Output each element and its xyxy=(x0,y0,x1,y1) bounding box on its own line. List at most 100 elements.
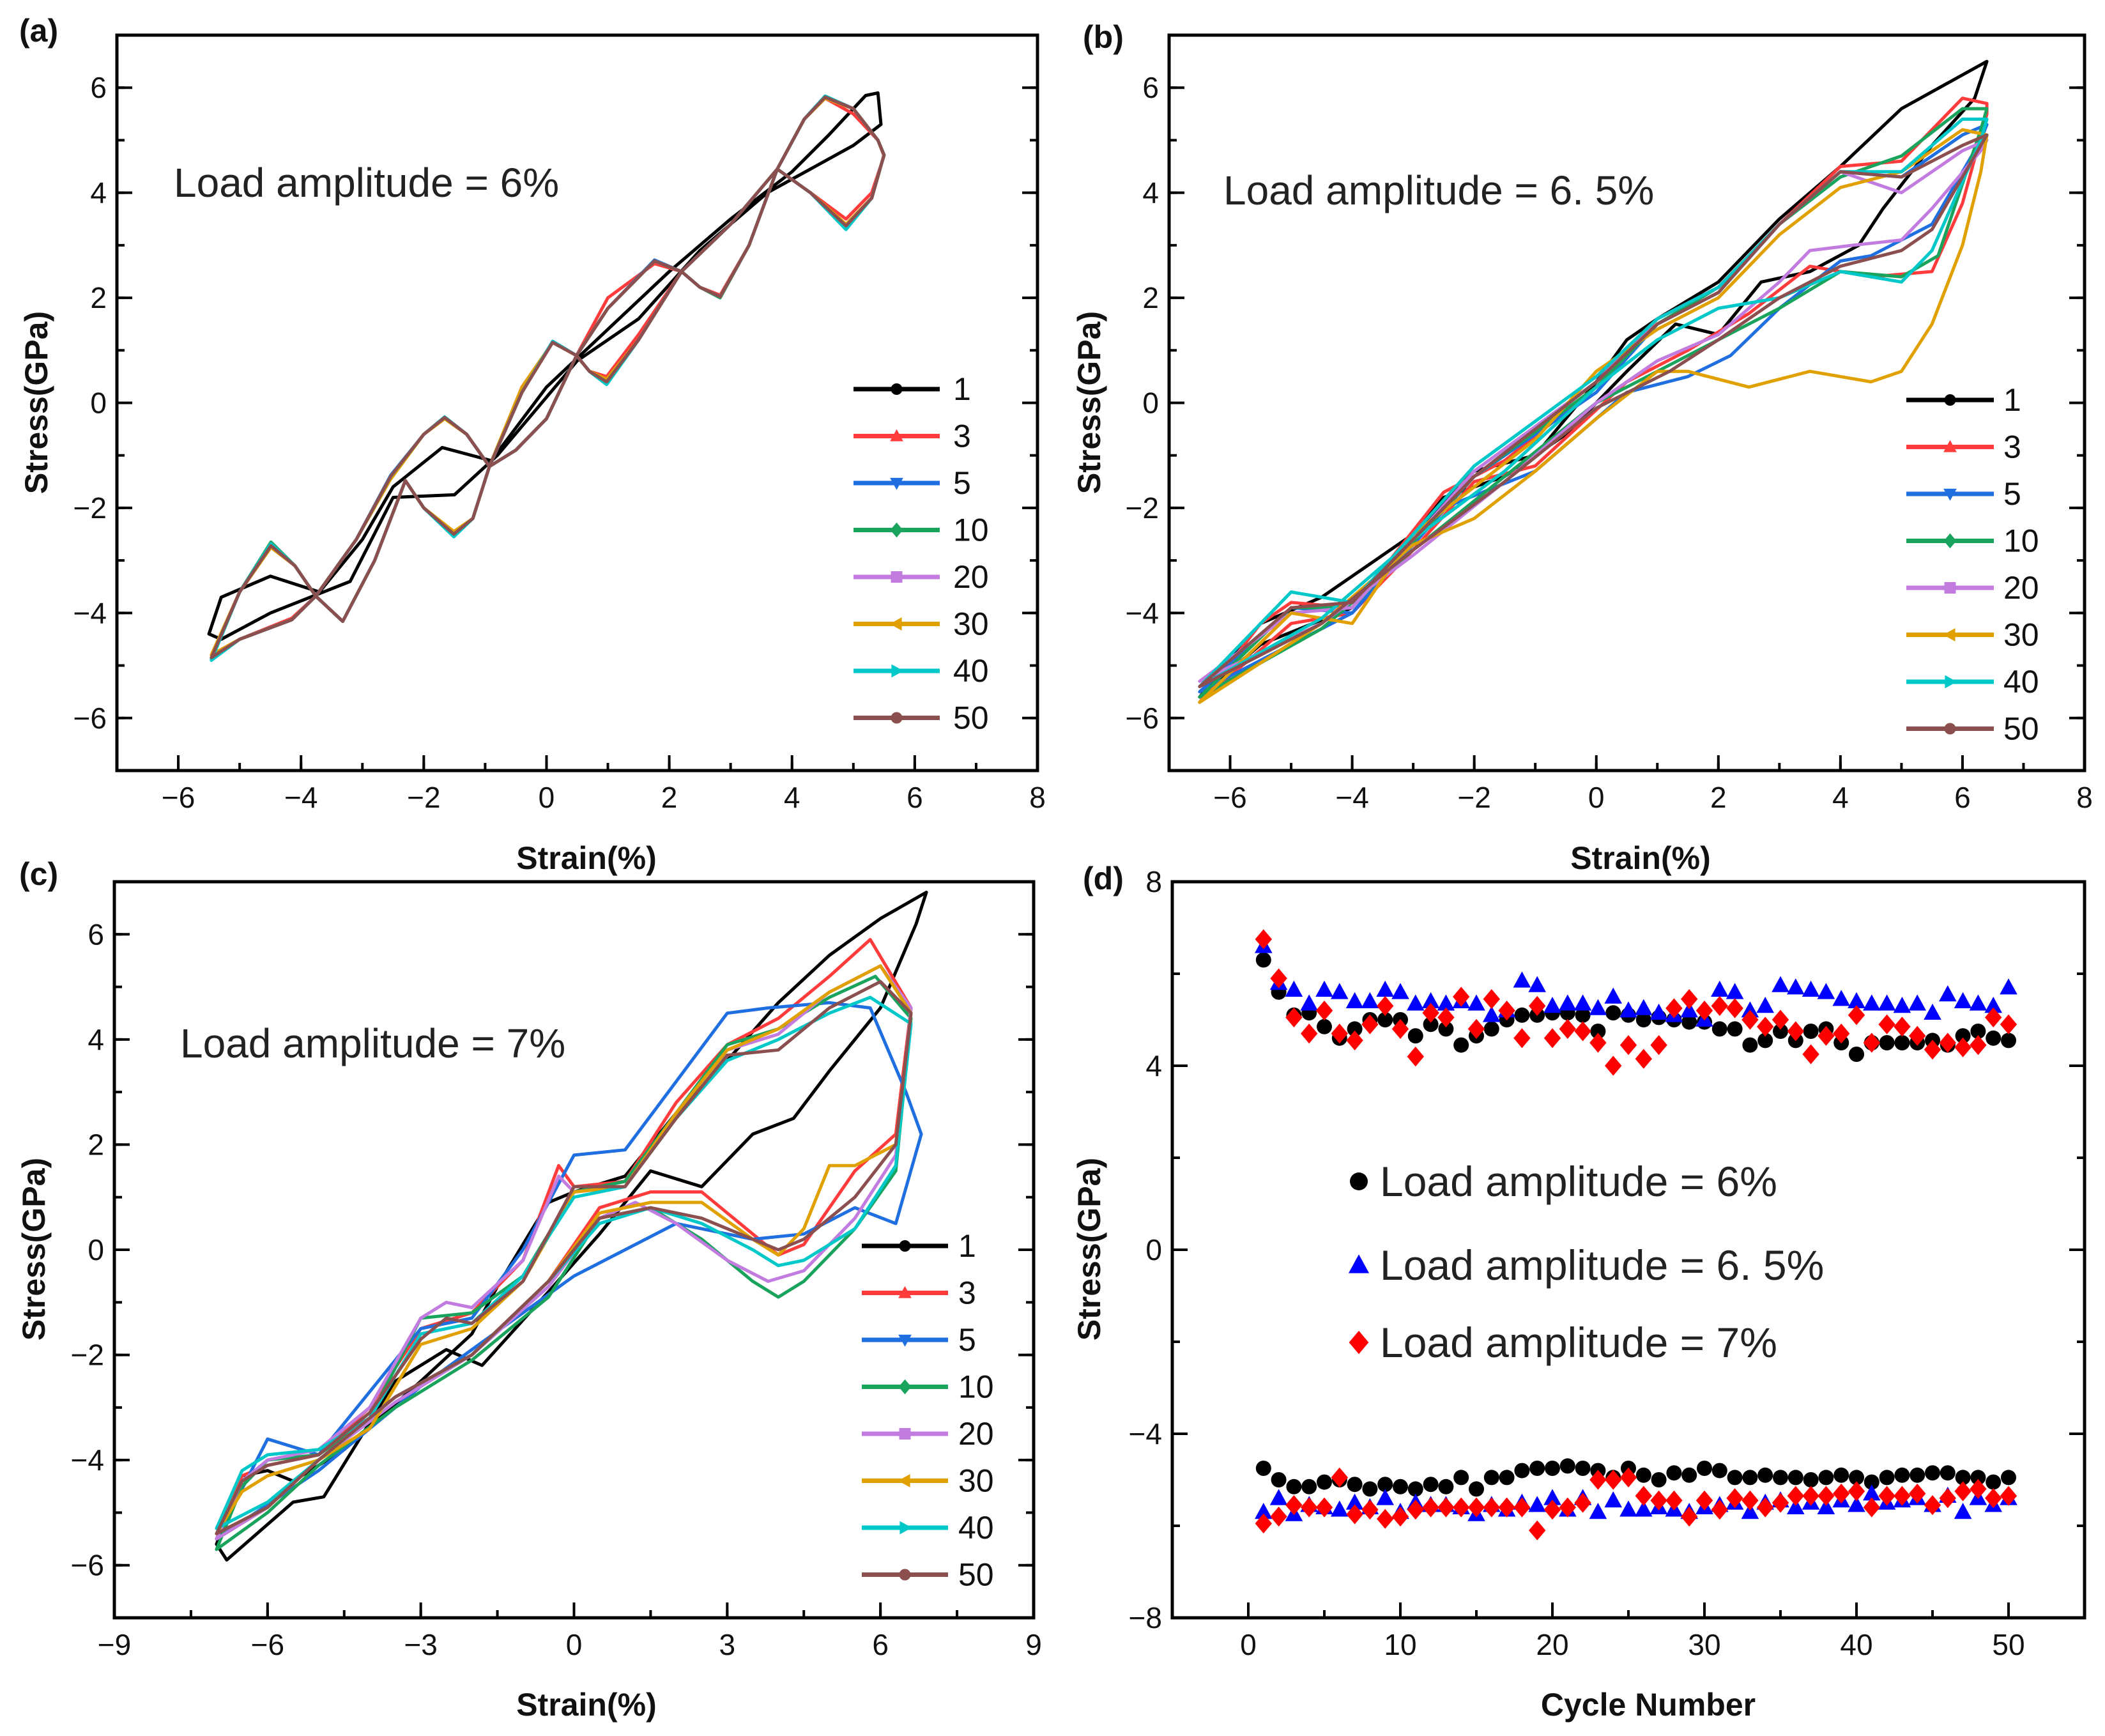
legend-marker-triangle-up-icon xyxy=(1348,1254,1370,1273)
plot-frame xyxy=(112,880,1036,1620)
data-point-max xyxy=(1727,1021,1743,1037)
data-point-max xyxy=(1255,929,1272,949)
data-point-min xyxy=(1741,1503,1759,1519)
data-point-max xyxy=(1848,1005,1865,1025)
data-point-max xyxy=(1619,1001,1637,1018)
data-point-min xyxy=(1469,1481,1484,1497)
data-point-max xyxy=(1939,1033,1956,1053)
data-point-min xyxy=(1650,1490,1667,1510)
data-point-min xyxy=(1818,1486,1835,1506)
data-point-min xyxy=(1848,1496,1865,1512)
y-tick-label: 4 xyxy=(1142,176,1159,210)
data-point-min xyxy=(1726,1488,1743,1509)
legend-marker-triangle-down-icon xyxy=(1943,488,1957,501)
data-point-min xyxy=(1423,1477,1439,1493)
data-point-max xyxy=(1513,1028,1531,1049)
legend-label-cycle-10: 10 xyxy=(953,512,989,548)
data-point-max xyxy=(1376,980,1394,997)
x-tick-label: −2 xyxy=(407,781,440,814)
data-point-min xyxy=(1285,1495,1303,1516)
panel-c-ylabel: Stress(GPa) xyxy=(16,1158,52,1340)
legend-label-cycle-50: 50 xyxy=(958,1557,994,1593)
plot-frame xyxy=(115,33,1039,772)
data-point-min xyxy=(1467,1497,1485,1517)
data-point-min xyxy=(1803,1472,1819,1487)
data-point-min xyxy=(1635,1467,1651,1483)
data-point-min xyxy=(1986,1474,2002,1490)
y-tick-label: 6 xyxy=(1142,71,1159,104)
data-point-max xyxy=(1301,1024,1318,1044)
data-point-min xyxy=(1848,1481,1865,1502)
data-point-max xyxy=(1757,1017,1774,1037)
y-tick-label: 8 xyxy=(1145,865,1162,898)
data-point-min xyxy=(1711,1500,1728,1520)
plot-area xyxy=(1255,929,2017,1540)
legend-label-cycle-20: 20 xyxy=(958,1416,994,1452)
x-tick-label: 30 xyxy=(1688,1628,1720,1661)
data-point-max xyxy=(1605,1056,1622,1076)
data-point-min xyxy=(1529,1461,1545,1476)
data-point-max xyxy=(1787,1021,1804,1041)
data-point-max xyxy=(1635,1012,1651,1027)
legend-label-cycle-30: 30 xyxy=(958,1463,994,1499)
legend-label-cycle-50: 50 xyxy=(2003,711,2039,747)
legend-marker-diamond-icon xyxy=(1349,1330,1369,1355)
data-point-min xyxy=(1681,1507,1698,1527)
data-point-min xyxy=(1255,1513,1272,1533)
y-tick-label: 0 xyxy=(90,387,107,420)
y-tick-label: 2 xyxy=(88,1128,104,1161)
data-point-min xyxy=(1529,1520,1546,1540)
data-point-max xyxy=(1772,976,1789,992)
data-point-min xyxy=(1513,1497,1531,1517)
y-tick-label: 6 xyxy=(90,71,107,104)
data-point-min xyxy=(1605,1470,1622,1490)
y-tick-label: 4 xyxy=(1145,1049,1162,1082)
data-point-max xyxy=(1833,1024,1850,1044)
legend-label-cycle-50: 50 xyxy=(953,700,989,736)
data-point-max xyxy=(1361,992,1379,1008)
data-point-max xyxy=(1331,1024,1348,1044)
data-point-max xyxy=(1604,987,1622,1004)
data-point-max xyxy=(1741,1001,1759,1018)
data-point-min xyxy=(1924,1495,1941,1516)
plot-area xyxy=(1198,59,1989,704)
y-tick-label: −6 xyxy=(73,702,107,735)
data-point-min xyxy=(1271,1472,1287,1487)
panel-a-annotation: Load amplitude = 6% xyxy=(174,160,559,206)
x-tick-label: 0 xyxy=(566,1628,583,1661)
panel-d-label: (d) xyxy=(1083,861,1124,896)
data-point-max xyxy=(1802,980,1820,997)
x-tick-label: 3 xyxy=(719,1628,736,1661)
panel-a: −6 −4 −2 0 2 4 6 8 −6 −4 −2 0 2 4 6 1 3 5 10 20 30 40 50 xyxy=(73,33,1046,814)
data-point-max xyxy=(1422,1002,1439,1023)
legend-label-cycle-1: 1 xyxy=(953,371,971,407)
data-point-max xyxy=(1756,997,1774,1013)
legend-marker-circle-icon xyxy=(891,712,903,724)
data-point-max xyxy=(1893,997,1911,1013)
legend-label: Load amplitude = 7% xyxy=(1380,1319,1777,1366)
data-point-min xyxy=(1269,1489,1288,1505)
data-point-max xyxy=(1421,992,1440,1008)
panel-b-annotation: Load amplitude = 6. 5% xyxy=(1223,167,1654,213)
data-point-min xyxy=(1499,1470,1515,1486)
data-point-min xyxy=(1741,1490,1759,1510)
data-point-min xyxy=(1559,1458,1575,1474)
data-point-max xyxy=(1467,1018,1485,1039)
legend-marker-circle-icon xyxy=(1350,1172,1368,1190)
y-tick-label: 0 xyxy=(88,1233,104,1266)
data-point-max xyxy=(1741,1010,1759,1030)
x-tick-label: 4 xyxy=(1832,781,1849,814)
legend-label-cycle-1: 1 xyxy=(2003,382,2021,418)
data-point-min xyxy=(1879,1470,1895,1486)
data-point-max xyxy=(1347,1021,1363,1037)
data-point-min xyxy=(2000,1486,2017,1506)
data-point-min xyxy=(1377,1477,1393,1493)
series-line-cycle-30 xyxy=(1198,128,1989,704)
data-point-max xyxy=(1772,1010,1789,1030)
data-point-min xyxy=(1787,1470,1803,1486)
data-point-max xyxy=(1986,1030,2002,1046)
x-tick-label: 10 xyxy=(1384,1628,1416,1661)
data-point-min xyxy=(1773,1470,1788,1486)
data-point-max xyxy=(1955,1028,1971,1044)
panel-c-xlabel: Strain(%) xyxy=(516,1687,656,1723)
